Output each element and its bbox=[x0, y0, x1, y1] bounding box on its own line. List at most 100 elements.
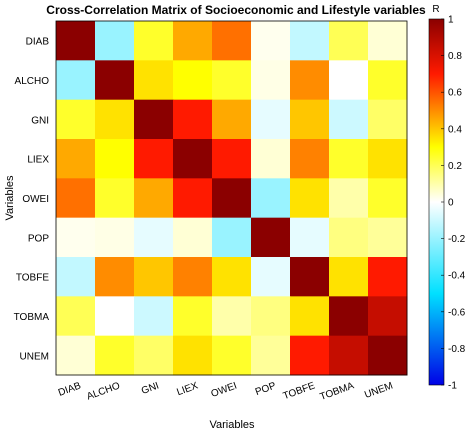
heatmap-cell-owei-alcho bbox=[95, 178, 135, 219]
heatmap-cell-tobma-tobma bbox=[329, 296, 369, 337]
heatmap-cell-diab-pop bbox=[251, 21, 291, 61]
x-tick-label: UNEM bbox=[363, 380, 394, 400]
heatmap-cell-unem-owei bbox=[212, 335, 252, 376]
heatmap-cell-unem-unem bbox=[368, 335, 408, 376]
y-tick-label: TOBMA bbox=[14, 312, 50, 323]
heatmap-cells bbox=[56, 21, 408, 376]
colorbar-tick-label: 0.6 bbox=[448, 88, 462, 99]
heatmap-cell-diab-owei bbox=[212, 21, 252, 61]
heatmap-cell-diab-tobma bbox=[329, 21, 369, 61]
heatmap-cell-gni-pop bbox=[251, 99, 291, 140]
y-tick-label: OWEI bbox=[22, 194, 49, 205]
heatmap-cell-alcho-owei bbox=[212, 60, 252, 101]
heatmap-cell-alcho-unem bbox=[368, 60, 408, 101]
heatmap-cell-gni-tobma bbox=[329, 99, 369, 140]
heatmap-cell-alcho-pop bbox=[251, 60, 291, 101]
x-tick-label: POP bbox=[254, 380, 278, 398]
heatmap-cell-tobfe-alcho bbox=[95, 257, 135, 297]
heatmap-cell-pop-diab bbox=[56, 217, 96, 258]
heatmap-cell-gni-unem bbox=[368, 99, 408, 140]
colorbar-tick-label: -0.8 bbox=[448, 344, 466, 355]
heatmap-cell-pop-tobma bbox=[329, 217, 369, 258]
colorbar-label: R bbox=[432, 4, 439, 15]
heatmap-cell-pop-pop bbox=[251, 217, 291, 258]
heatmap-cell-liex-liex bbox=[173, 139, 213, 179]
heatmap-cell-liex-gni bbox=[134, 139, 174, 179]
colorbar-tick-label: -0.2 bbox=[448, 234, 466, 245]
heatmap-cell-alcho-tobfe bbox=[290, 60, 330, 101]
heatmap-cell-diab-unem bbox=[368, 21, 408, 61]
colorbar-tick-label: -1 bbox=[448, 381, 457, 392]
colorbar-tick-label: 0 bbox=[448, 198, 454, 209]
heatmap-cell-alcho-liex bbox=[173, 60, 213, 101]
colorbar-tick-label: 0.2 bbox=[448, 161, 462, 172]
heatmap-cell-tobma-gni bbox=[134, 296, 174, 337]
x-tick-label: LIEX bbox=[175, 380, 199, 398]
heatmap-cell-tobma-unem bbox=[368, 296, 408, 337]
heatmap-cell-tobfe-owei bbox=[212, 257, 252, 297]
heatmap-cell-tobma-owei bbox=[212, 296, 252, 337]
heatmap-cell-liex-alcho bbox=[95, 139, 135, 179]
heatmap-cell-tobfe-pop bbox=[251, 257, 291, 297]
heatmap-cell-tobma-tobfe bbox=[290, 296, 330, 337]
heatmap-cell-unem-pop bbox=[251, 335, 291, 376]
heatmap-cell-diab-diab bbox=[56, 21, 96, 61]
heatmap-cell-pop-liex bbox=[173, 217, 213, 258]
x-tick-label: DIAB bbox=[57, 380, 83, 398]
heatmap-cell-gni-owei bbox=[212, 99, 252, 140]
heatmap-cell-tobfe-liex bbox=[173, 257, 213, 297]
x-tick-labels: DIAB ALCHO GNI LIEX OWEI POP TOBFE TOBMA UNEM bbox=[57, 380, 395, 403]
heatmap-cell-alcho-alcho bbox=[95, 60, 135, 101]
heatmap-cell-diab-tobfe bbox=[290, 21, 330, 61]
heatmap-cell-tobma-liex bbox=[173, 296, 213, 337]
y-tick-labels: DIAB ALCHO GNI LIEX OWEI POP TOBFE TOBMA UNEM bbox=[14, 37, 50, 363]
heatmap-cell-tobma-diab bbox=[56, 296, 96, 337]
heatmap-cell-diab-gni bbox=[134, 21, 174, 61]
heatmap-cell-gni-gni bbox=[134, 99, 174, 140]
heatmap-cell-tobfe-unem bbox=[368, 257, 408, 297]
heatmap-cell-tobma-pop bbox=[251, 296, 291, 337]
x-tick-label: ALCHO bbox=[85, 380, 121, 402]
x-axis-label: Variables bbox=[209, 419, 255, 431]
heatmap-cell-pop-tobfe bbox=[290, 217, 330, 258]
heatmap-cell-owei-pop bbox=[251, 178, 291, 219]
heatmap-cell-alcho-diab bbox=[56, 60, 96, 101]
y-tick-label: DIAB bbox=[26, 37, 50, 48]
heatmap-cell-gni-alcho bbox=[95, 99, 135, 140]
x-tick-label: GNI bbox=[140, 380, 160, 396]
x-tick-label: TOBMA bbox=[319, 380, 356, 403]
heatmap-cell-tobma-alcho bbox=[95, 296, 135, 337]
heatmap-cell-gni-tobfe bbox=[290, 99, 330, 140]
heatmap-cell-tobfe-diab bbox=[56, 257, 96, 297]
colorbar-tick-label: 0.4 bbox=[448, 124, 462, 135]
heatmap-cell-liex-diab bbox=[56, 139, 96, 179]
heatmap-cell-unem-diab bbox=[56, 335, 96, 376]
heatmap-cell-pop-owei bbox=[212, 217, 252, 258]
heatmap-cell-liex-owei bbox=[212, 139, 252, 179]
heatmap-cell-diab-alcho bbox=[95, 21, 135, 61]
y-tick-label: TOBFE bbox=[16, 273, 49, 284]
heatmap-cell-gni-diab bbox=[56, 99, 96, 140]
heatmap-cell-pop-alcho bbox=[95, 217, 135, 258]
heatmap-cell-pop-unem bbox=[368, 217, 408, 258]
heatmap-cell-liex-tobma bbox=[329, 139, 369, 179]
chart-title: Cross-Correlation Matrix of Socioeconomi… bbox=[46, 3, 426, 17]
heatmap-cell-owei-owei bbox=[212, 178, 252, 219]
colorbar-ticks: 1 0.8 0.6 0.4 0.2 0 -0.2 -0.4 -0.6 -0.8 -1 bbox=[441, 15, 466, 392]
y-axis-label: Variables bbox=[4, 175, 16, 221]
heatmap-cell-tobfe-tobma bbox=[329, 257, 369, 297]
heatmap-cell-diab-liex bbox=[173, 21, 213, 61]
heatmap-cell-unem-alcho bbox=[95, 335, 135, 376]
heatmap-cell-liex-pop bbox=[251, 139, 291, 179]
colorbar-tick-label: -0.4 bbox=[448, 271, 466, 282]
plot-frame bbox=[55, 20, 408, 376]
heatmap-cell-owei-gni bbox=[134, 178, 174, 219]
heatmap-cell-unem-gni bbox=[134, 335, 174, 376]
y-tick-label: ALCHO bbox=[15, 76, 50, 87]
heatmap-cell-liex-tobfe bbox=[290, 139, 330, 179]
colorbar-tick-label: 1 bbox=[448, 15, 454, 26]
heatmap-cell-tobfe-tobfe bbox=[290, 257, 330, 297]
heatmap-cell-alcho-tobma bbox=[329, 60, 369, 101]
heatmap-cell-unem-tobfe bbox=[290, 335, 330, 376]
colorbar-tick-label: 0.8 bbox=[448, 51, 462, 62]
